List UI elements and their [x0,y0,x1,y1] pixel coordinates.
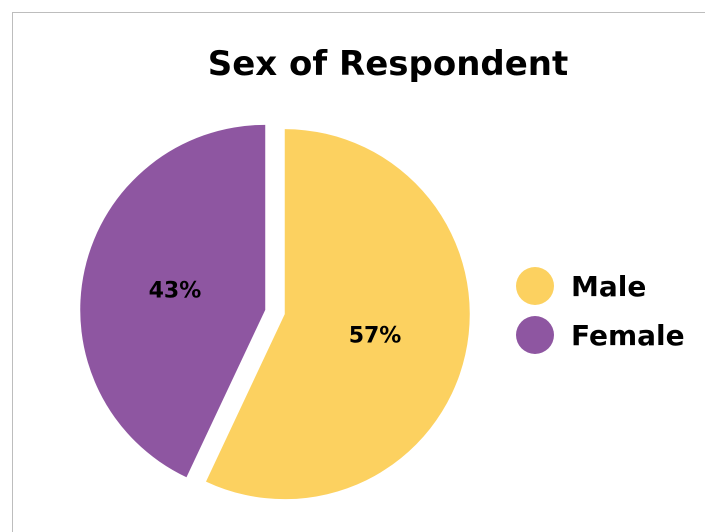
chart-title: Sex of Respondent [208,44,569,84]
slice-label-female: 43% [149,279,202,304]
legend-label-female: Female [571,319,685,352]
pie-slice-labels: 57% 43% [149,279,402,349]
pie-slice-female [80,124,266,478]
legend-marker-male [516,267,554,305]
legend: Male Female [516,267,685,354]
pie-slice-male [205,129,470,500]
legend-marker-female [516,316,554,354]
slice-label-male: 57% [349,323,402,348]
legend-label-male: Male [571,270,646,303]
pie-slices [80,124,470,500]
